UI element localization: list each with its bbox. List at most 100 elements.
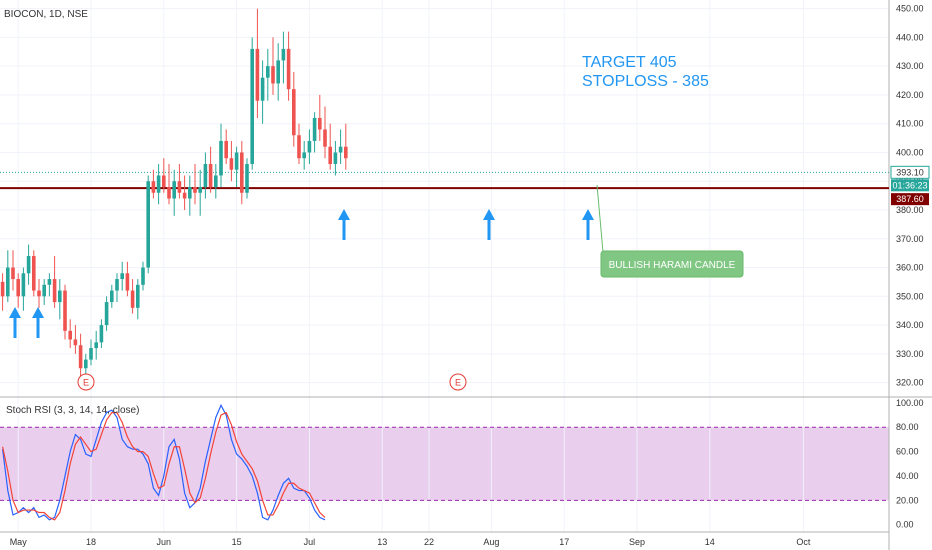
candle-body — [323, 129, 327, 147]
svg-text:E: E — [455, 378, 461, 388]
countdown-tag: 01:36:23 — [891, 179, 929, 192]
candle-body — [266, 66, 270, 78]
indicator-tick-label: 40.00 — [896, 471, 919, 481]
candle-body — [260, 77, 265, 101]
candle-body — [177, 181, 182, 193]
candle-body — [198, 186, 202, 193]
candle-body — [130, 290, 135, 308]
price-tick-label: 320.00 — [896, 378, 924, 388]
callout-label: BULLISH HARAMI CANDLE — [609, 260, 736, 271]
candle-body — [26, 256, 31, 274]
stoch-k-line — [2, 403, 326, 521]
support-price-tag: 387.60 — [891, 193, 929, 206]
symbol-title: BIOCON, 1D, NSE — [4, 9, 88, 20]
candle-body — [276, 60, 280, 84]
candle-body — [32, 256, 36, 291]
candle-body — [203, 163, 208, 187]
candle-body — [338, 146, 343, 153]
price-tick-label: 380.00 — [896, 205, 924, 215]
candle-body — [47, 279, 52, 285]
candle-body — [21, 273, 26, 297]
indicator-tick-label: 0.00 — [896, 520, 914, 530]
time-tick-label: Jul — [304, 537, 316, 547]
candle-body — [214, 175, 218, 187]
price-tick-label: 340.00 — [896, 320, 924, 330]
candle-body — [115, 279, 119, 291]
callout-box[interactable]: BULLISH HARAMI CANDLE — [600, 250, 744, 278]
candle-body — [146, 181, 150, 268]
candle-body — [344, 146, 348, 159]
candle-body — [167, 186, 171, 199]
time-tick-label: Sep — [629, 537, 645, 547]
time-tick-label: Aug — [483, 537, 499, 547]
candle-body — [104, 302, 109, 326]
svg-text:387.60: 387.60 — [896, 194, 924, 204]
candle-body — [141, 267, 145, 285]
time-tick-label: Jun — [157, 537, 172, 547]
candle-body — [219, 140, 223, 176]
candle-body — [151, 181, 156, 193]
candle-body — [307, 140, 312, 153]
time-tick-label: Oct — [796, 537, 811, 547]
up-arrow-icon — [32, 307, 44, 338]
time-tick-label: 18 — [86, 537, 96, 547]
up-arrow-icon — [9, 307, 21, 338]
candle-body — [73, 339, 78, 346]
indicator-tick-label: 80.00 — [896, 422, 919, 432]
time-tick-label: May — [10, 537, 28, 547]
price-tick-label: 330.00 — [896, 349, 924, 359]
candle-body — [250, 48, 254, 164]
last-price-tag: 393.10 — [890, 165, 930, 179]
time-tick-label: 13 — [377, 537, 387, 547]
stoch-d-line — [2, 411, 326, 521]
price-tick-label: 400.00 — [896, 147, 924, 157]
candle-body — [297, 135, 301, 159]
candle-body — [99, 325, 104, 343]
up-arrow-icon — [483, 209, 495, 240]
price-tick-label: 440.00 — [896, 32, 924, 42]
candle-body — [120, 273, 124, 280]
candle-body — [292, 89, 296, 136]
earnings-marker[interactable]: E — [449, 373, 467, 391]
up-arrow-icon — [582, 209, 594, 240]
time-axis[interactable]: May 18 Jun 15 Jul 13 22 Aug 17 Sep 14 Oct — [10, 537, 811, 547]
stoploss-note[interactable]: STOPLOSS - 385 — [582, 73, 709, 90]
candle-body — [63, 290, 67, 331]
candle-body — [6, 267, 10, 297]
callout-pointer — [596, 184, 604, 253]
price-tick-label: 430.00 — [896, 61, 924, 71]
candle-body — [89, 348, 93, 360]
candle-body — [42, 284, 46, 297]
indicator-axis[interactable]: 0.00 20.00 40.00 60.00 80.00 100.00 — [896, 398, 924, 530]
price-tick-label: 450.00 — [896, 4, 924, 14]
price-axis[interactable]: 320.00 330.00 340.00 350.00 360.00 370.00 380.… — [896, 4, 924, 388]
target-note[interactable]: TARGET 405 — [582, 54, 677, 71]
candle-body — [234, 152, 239, 170]
candle-body — [188, 186, 192, 199]
candle-body — [328, 146, 332, 164]
time-tick-label: 14 — [705, 537, 715, 547]
candle-body — [312, 117, 317, 141]
candle-body — [286, 48, 291, 90]
candle-body — [94, 342, 98, 349]
candle-body — [240, 152, 244, 193]
earnings-marker[interactable]: E — [77, 373, 95, 391]
candlestick-series — [0, 8, 348, 383]
price-tick-label: 370.00 — [896, 234, 924, 244]
candle-body — [229, 158, 234, 170]
candle-body — [224, 140, 228, 159]
candle-body — [193, 186, 197, 193]
price-tick-label: 360.00 — [896, 263, 924, 273]
candle-body — [245, 163, 249, 193]
candle-body — [302, 152, 306, 159]
time-tick-label: 15 — [232, 537, 242, 547]
candle-body — [255, 48, 260, 101]
candle-body — [156, 175, 161, 193]
stoch-band-fill — [0, 427, 889, 501]
candle-body — [271, 66, 275, 84]
candle-body — [0, 281, 5, 297]
candle-body — [37, 290, 41, 297]
svg-text:E: E — [83, 378, 89, 388]
time-tick-label: 22 — [424, 537, 434, 547]
